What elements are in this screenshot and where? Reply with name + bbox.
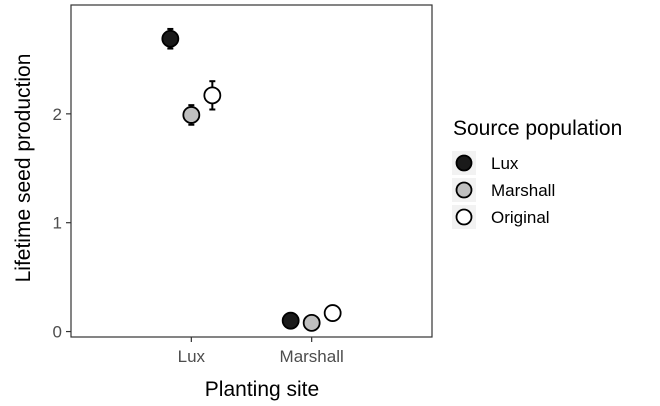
y-axis: 0 1 2 (53, 105, 71, 342)
legend-label: Marshall (491, 181, 555, 200)
legend-label: Original (491, 208, 550, 227)
y-tick-label: 0 (53, 323, 62, 342)
plot-border (70, 4, 433, 338)
data-point (203, 86, 222, 105)
data-point (182, 106, 201, 124)
data-point (161, 29, 180, 48)
x-axis: Lux Marshall (178, 337, 344, 366)
y-tick-label: 1 (53, 214, 62, 233)
x-tick-label: Marshall (280, 347, 344, 366)
data-point (323, 304, 342, 322)
legend-key (455, 208, 473, 226)
legend-key (455, 154, 473, 172)
data-point (302, 313, 321, 332)
data-point (281, 311, 300, 330)
legend-label: Lux (491, 154, 519, 173)
x-tick-label: Lux (178, 347, 206, 366)
y-axis-title: Lifetime seed production (12, 54, 35, 283)
y-tick-label: 2 (53, 105, 62, 124)
legend: Source population Lux Marshall Original (452, 117, 622, 229)
data-marks (161, 27, 342, 332)
legend-key (455, 181, 473, 199)
plot-area (70, 4, 433, 338)
legend-title: Source population (453, 117, 622, 140)
x-axis-title: Planting site (205, 378, 319, 401)
